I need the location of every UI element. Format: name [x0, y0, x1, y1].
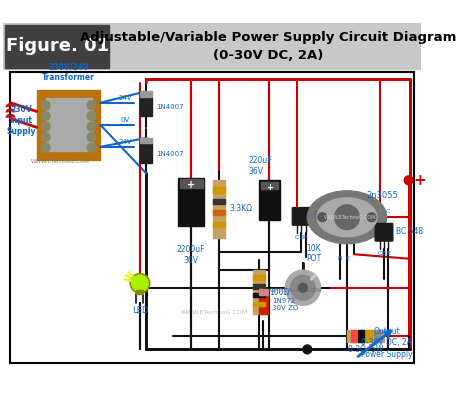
- Text: 2200uF
36V: 2200uF 36V: [177, 245, 205, 265]
- Ellipse shape: [307, 191, 387, 244]
- Text: 1N4007: 1N4007: [157, 104, 184, 110]
- Circle shape: [299, 283, 307, 292]
- Bar: [213, 199, 226, 204]
- Bar: [46, 98, 91, 151]
- Circle shape: [130, 274, 150, 293]
- Circle shape: [285, 270, 320, 305]
- Ellipse shape: [317, 198, 377, 237]
- Text: E: E: [345, 256, 349, 261]
- Circle shape: [41, 101, 50, 110]
- Text: WWW.ETechnoG.COM: WWW.ETechnoG.COM: [31, 159, 90, 164]
- FancyBboxPatch shape: [292, 208, 310, 225]
- Text: (0-30V DC, 2A): (0-30V DC, 2A): [212, 49, 323, 62]
- Circle shape: [87, 101, 96, 110]
- Text: +: +: [187, 180, 195, 190]
- Bar: [259, 180, 280, 220]
- Bar: [366, 330, 372, 342]
- Text: C: C: [385, 210, 390, 214]
- Bar: [140, 138, 152, 143]
- Text: C: C: [294, 235, 299, 240]
- Text: +: +: [413, 173, 426, 188]
- Bar: [3, 24, 421, 69]
- Circle shape: [335, 205, 359, 230]
- Text: BC548: BC548: [313, 211, 338, 220]
- Circle shape: [303, 345, 312, 354]
- Circle shape: [291, 275, 315, 300]
- Bar: [259, 295, 268, 314]
- Text: B: B: [299, 235, 303, 240]
- Circle shape: [404, 176, 413, 185]
- Text: 0.3Ω /5W: 0.3Ω /5W: [348, 345, 383, 354]
- Bar: [253, 275, 265, 280]
- Bar: [253, 293, 265, 297]
- Bar: [140, 143, 152, 163]
- Circle shape: [41, 133, 50, 141]
- Circle shape: [87, 143, 96, 152]
- Bar: [213, 180, 226, 238]
- Circle shape: [41, 112, 50, 120]
- Text: LED: LED: [132, 306, 148, 315]
- Bar: [213, 210, 226, 216]
- Text: 230V/24V
Transformer: 230V/24V Transformer: [42, 62, 95, 82]
- Text: WWW.ETechnoG.COMₙ: WWW.ETechnoG.COMₙ: [324, 215, 379, 220]
- Circle shape: [87, 122, 96, 131]
- Text: B: B: [338, 256, 342, 261]
- Bar: [213, 187, 226, 193]
- Text: E: E: [386, 251, 390, 256]
- Bar: [178, 178, 204, 226]
- Text: Output
0-30V DC, 2A
Power Supply: Output 0-30V DC, 2A Power Supply: [361, 327, 412, 359]
- Text: 230V
Input
Supply: 230V Input Supply: [6, 105, 36, 136]
- Text: −: −: [312, 342, 325, 357]
- Circle shape: [41, 122, 50, 131]
- Bar: [140, 97, 152, 116]
- Text: WWW.ETechnoG.COM: WWW.ETechnoG.COM: [181, 310, 248, 315]
- Bar: [261, 182, 278, 189]
- Text: 1N972
30V ZD: 1N972 30V ZD: [272, 298, 298, 311]
- Bar: [140, 91, 152, 97]
- Bar: [137, 290, 144, 294]
- Text: C: C: [377, 251, 382, 256]
- Circle shape: [41, 143, 50, 152]
- Text: WWW.ETechnoG.COM: WWW.ETechnoG.COM: [270, 288, 322, 293]
- Bar: [259, 290, 268, 295]
- Circle shape: [87, 133, 96, 141]
- Bar: [358, 330, 364, 342]
- Bar: [350, 330, 356, 342]
- Bar: [347, 330, 384, 342]
- Bar: [180, 179, 202, 188]
- Bar: [374, 330, 380, 342]
- Bar: [253, 302, 265, 306]
- Text: 0V: 0V: [120, 117, 129, 123]
- Text: 220uF
36V: 220uF 36V: [248, 156, 272, 176]
- Text: 24V: 24V: [118, 95, 132, 101]
- Circle shape: [367, 213, 376, 222]
- Text: 24V: 24V: [118, 139, 132, 145]
- Text: E: E: [304, 235, 308, 240]
- Bar: [5, 25, 109, 67]
- Circle shape: [318, 213, 327, 222]
- Bar: [213, 222, 226, 227]
- Text: BC 548: BC 548: [396, 227, 423, 236]
- Circle shape: [87, 112, 96, 120]
- Bar: [253, 284, 265, 289]
- Bar: [10, 72, 414, 362]
- Text: Adjustable/Variable Power Supply Circuit Diagram: Adjustable/Variable Power Supply Circuit…: [80, 31, 456, 44]
- Bar: [37, 89, 100, 160]
- Text: 100Ω: 100Ω: [269, 288, 290, 297]
- Bar: [253, 270, 265, 314]
- Text: +: +: [266, 183, 273, 192]
- Text: Figure. 01: Figure. 01: [6, 37, 109, 56]
- Text: 10K
POT: 10K POT: [306, 243, 321, 263]
- Text: 1N4007: 1N4007: [157, 151, 184, 157]
- Text: B: B: [382, 251, 386, 256]
- FancyBboxPatch shape: [375, 223, 393, 241]
- Text: 3.3KΩ: 3.3KΩ: [230, 204, 253, 213]
- Text: 2n3055: 2n3055: [366, 191, 398, 200]
